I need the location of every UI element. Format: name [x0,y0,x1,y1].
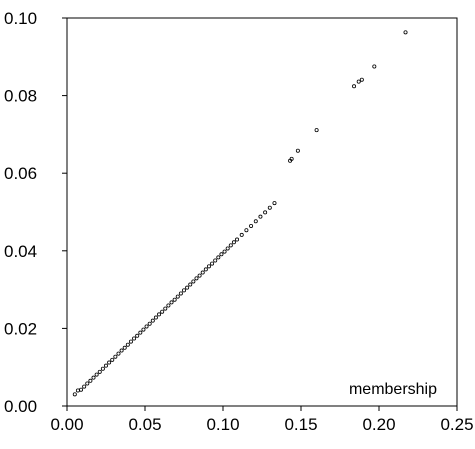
plot-frame [66,17,458,407]
y-tick-label: 0.06 [4,164,37,183]
scatter-point [403,30,408,35]
scatter-point [253,219,258,224]
y-tick-label: 0.00 [4,397,37,416]
scatter-point [197,273,202,278]
scatter-point [85,381,90,386]
scatter-point [160,309,165,314]
scatter-point [178,291,183,296]
scatter-point [200,270,205,275]
scatter-point [222,249,227,254]
scatter-point [185,285,190,290]
x-tick-label: 0.20 [362,415,395,434]
y-tick-label: 0.10 [4,9,37,28]
scatter-point [188,282,193,287]
scatter-point [295,148,300,153]
scatter-point [116,351,121,356]
scatter-point [79,387,84,392]
scatter-point [175,294,180,299]
scatter-point [157,312,162,317]
y-tick-label: 0.02 [4,319,37,338]
scatter-point [91,375,96,380]
x-tick-label: 0.25 [440,415,473,434]
scatter-point [128,339,133,344]
scatter-point [163,306,168,311]
scatter-point [113,354,118,359]
scatter-point [213,258,218,263]
scatter-point [206,264,211,269]
scatter-point [228,243,233,248]
scatter-point [104,363,109,368]
scatter-point [88,378,93,383]
scatter-point [125,342,130,347]
scatter-point [153,315,158,320]
scatter-point [235,237,240,242]
scatter-point [244,228,249,233]
scatter-point [144,324,149,329]
scatter-point [107,360,112,365]
x-axis: 0.00 0.05 0.10 0.15 0.20 0.25 [50,406,474,434]
scatter-point [191,279,196,284]
scatter-point [181,288,186,293]
scatter-point [239,232,244,237]
scatter-point [82,384,87,389]
scatter-point [203,267,208,272]
scatter-point [169,300,174,305]
scatter-point [147,321,152,326]
scatter-point [352,84,357,89]
scatter-point [166,303,171,308]
scatter-point [97,369,102,374]
scatter-point [141,327,146,332]
scatter-point [289,156,294,161]
y-tick-label: 0.04 [4,242,37,261]
x-tick-label: 0.15 [284,415,317,434]
scatter-point [263,210,268,215]
scatter-point [314,128,319,133]
x-tick-label: 0.10 [206,415,239,434]
scatter-point [132,336,137,341]
series-annotation: membership [349,381,437,398]
data-points [72,30,408,397]
scatter-point [249,223,254,228]
x-tick-label: 0.05 [128,415,161,434]
scatter-point [194,276,199,281]
scatter-point [210,261,215,266]
scatter-point [258,214,263,219]
scatter-point [94,372,99,377]
scatter-point [225,246,230,251]
scatter-point [100,366,105,371]
scatter-point [219,252,224,257]
scatter-point [150,318,155,323]
scatter-point [122,345,127,350]
scatter-point [135,333,140,338]
scatter-point [272,201,277,206]
scatter-point [372,64,377,69]
y-axis: 0.00 0.02 0.04 0.06 0.08 0.10 [4,9,67,416]
scatter-point [356,79,361,84]
scatter-point [72,392,77,397]
scatter-point [172,297,177,302]
y-tick-label: 0.08 [4,87,37,106]
x-tick-label: 0.00 [50,415,83,434]
scatter-point [231,240,236,245]
scatter-point [138,330,143,335]
scatter-point [359,77,364,82]
scatter-point [110,357,115,362]
scatter-point [267,205,272,210]
scatter-point [119,348,124,353]
scatter-point [216,255,221,260]
scatter-point [75,388,80,393]
